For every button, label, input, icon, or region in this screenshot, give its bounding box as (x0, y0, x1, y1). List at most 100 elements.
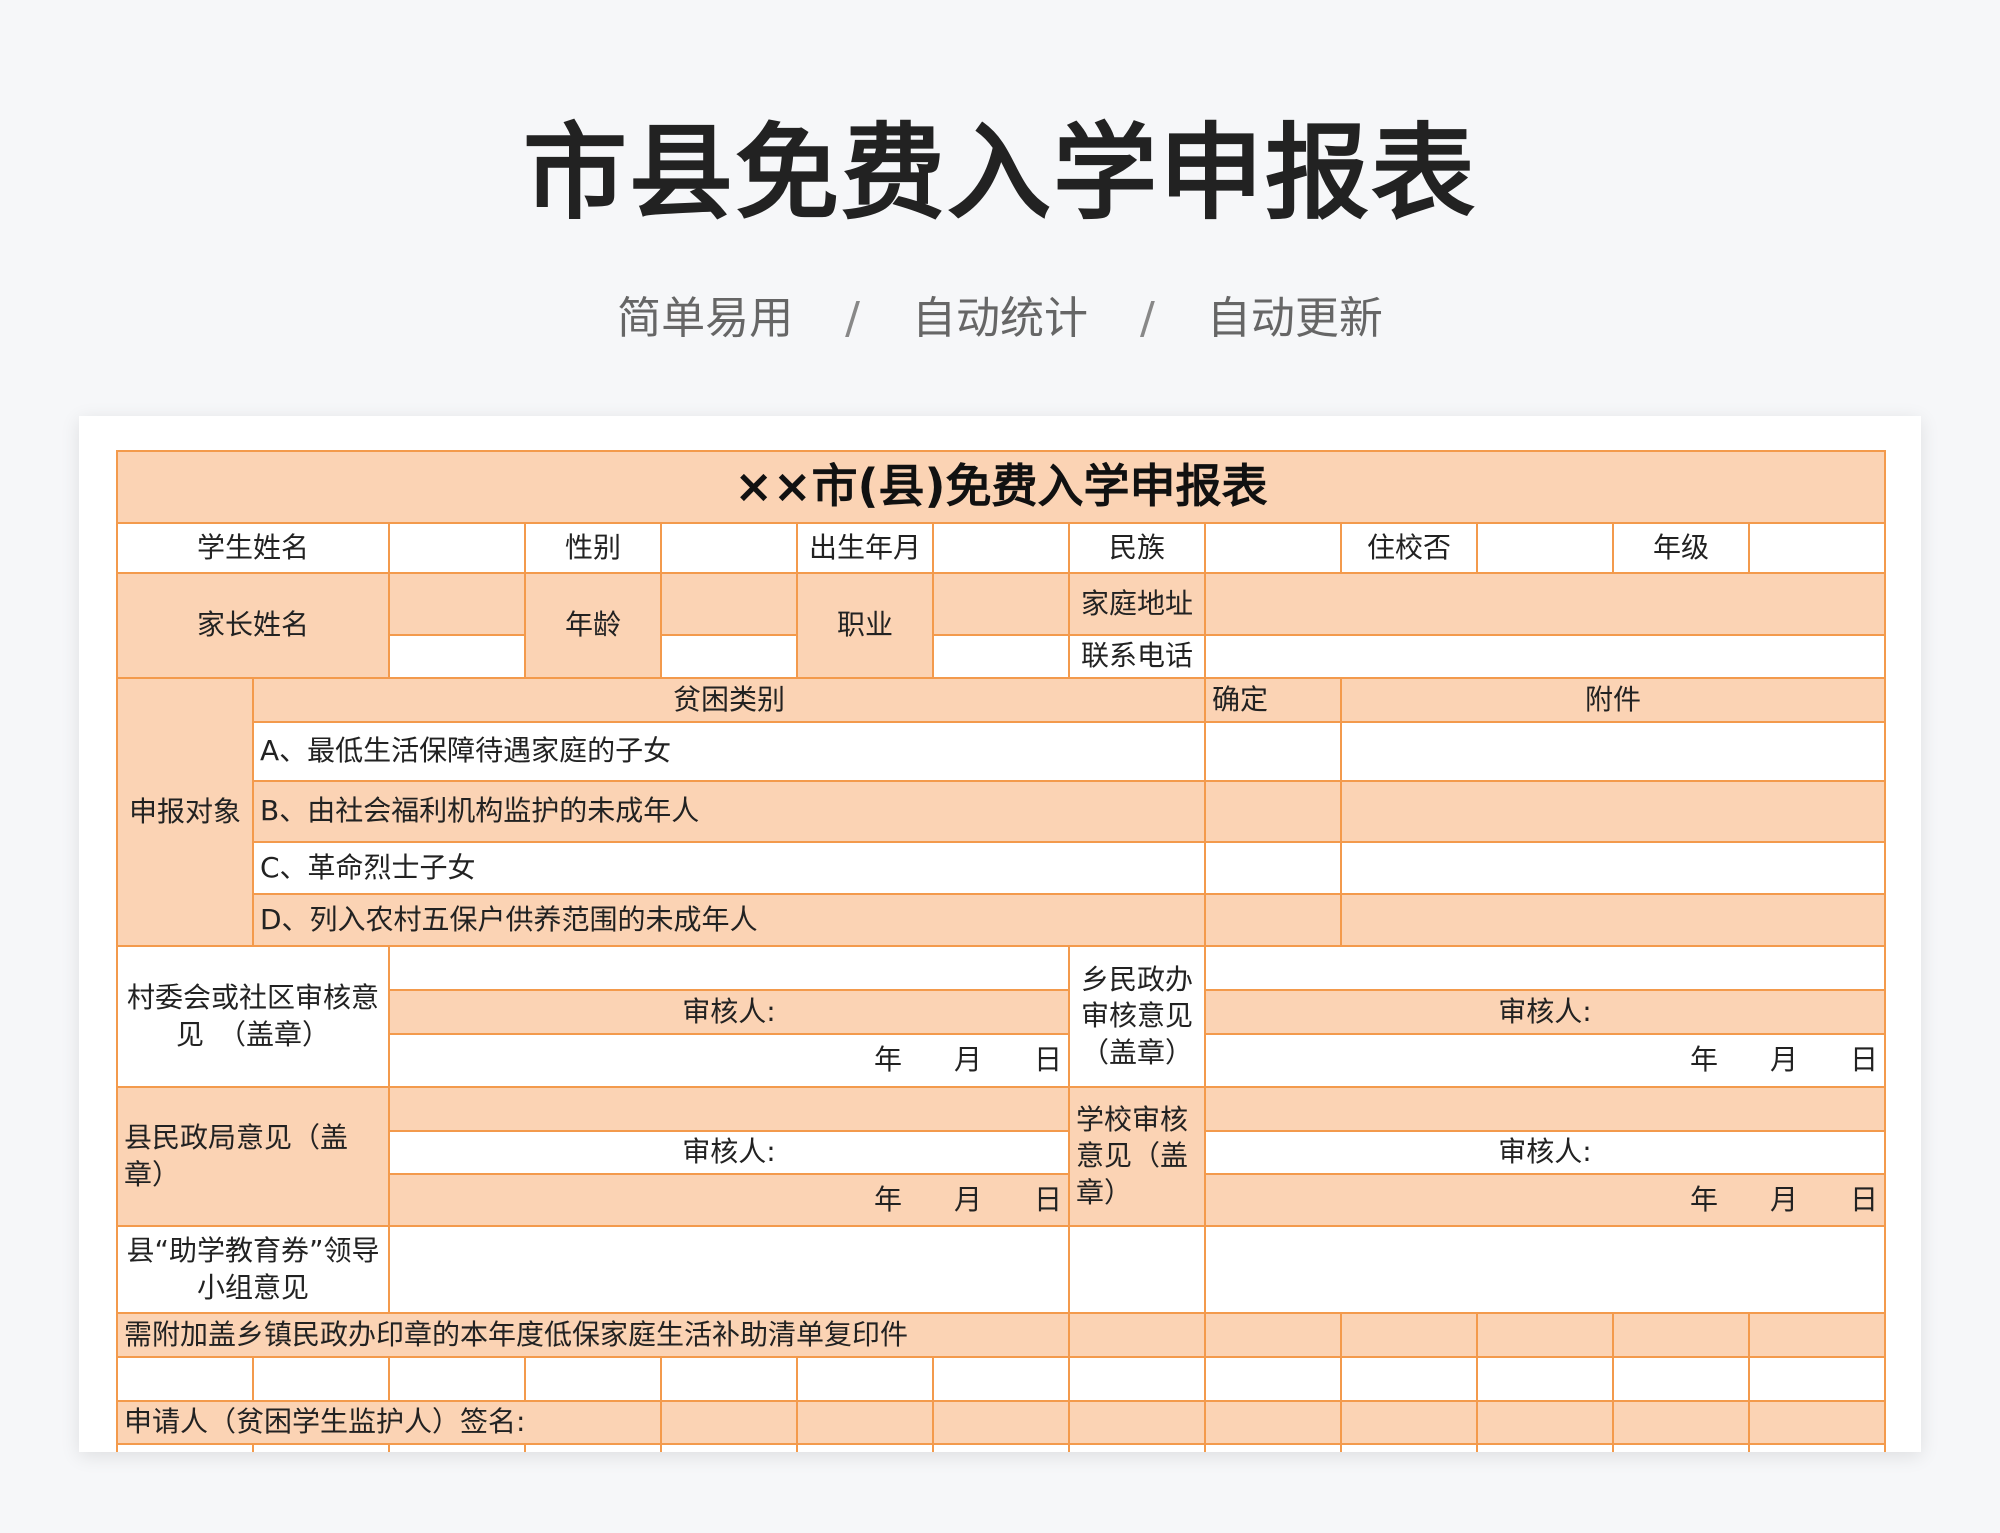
input-cell[interactable] (1206, 947, 1884, 989)
input-cell[interactable] (934, 1445, 1068, 1452)
input-cell[interactable] (1070, 1445, 1204, 1452)
input-cell[interactable] (1206, 1088, 1884, 1130)
input-cell[interactable] (1614, 1402, 1748, 1443)
input-cell[interactable] (526, 1445, 660, 1452)
input-cell[interactable] (1478, 524, 1612, 572)
input-cell[interactable] (390, 1088, 1068, 1130)
input-cell[interactable] (662, 524, 796, 572)
input-cell[interactable] (390, 1227, 1068, 1312)
input-cell[interactable] (1750, 1314, 1884, 1356)
input-cell[interactable] (934, 524, 1068, 572)
field-label: 学校审核意见（盖章） (1070, 1088, 1204, 1225)
input-cell[interactable] (1750, 1358, 1884, 1400)
signature-field[interactable]: 申请人（贫困学生监护人）签名: (118, 1402, 660, 1443)
field-label: 县民政局意见（盖章） (118, 1088, 388, 1225)
input-cell[interactable] (1478, 1358, 1612, 1400)
input-cell[interactable] (1478, 1402, 1612, 1443)
input-cell[interactable] (662, 636, 796, 677)
category-item: D、列入农村五保户供养范围的未成年人 (254, 895, 1204, 945)
confirm-cell[interactable] (1206, 782, 1340, 841)
input-cell[interactable] (1070, 1358, 1204, 1400)
column-header: 确定 (1206, 679, 1340, 721)
confirm-cell[interactable] (1206, 723, 1340, 780)
field-label: 职业 (798, 574, 932, 677)
date-field[interactable]: 年月日 (390, 1175, 1068, 1225)
form-card: ××市(县)免费入学申报表 学生姓名 性别 出生年月 民族 住校否 年级 家长姓名 年龄 职业 家庭… (79, 416, 1921, 1452)
date-year-label: 年 (873, 1182, 902, 1216)
input-cell[interactable] (798, 1358, 932, 1400)
date-day-label: 日 (1849, 1182, 1878, 1216)
input-cell[interactable] (934, 574, 1068, 634)
date-day-label: 日 (1033, 1182, 1062, 1216)
input-cell[interactable] (118, 1358, 252, 1400)
reviewer-field[interactable]: 审核人: (1206, 1132, 1884, 1173)
input-cell[interactable] (662, 1445, 796, 1452)
input-cell[interactable] (798, 1445, 932, 1452)
category-item: B、由社会福利机构监护的未成年人 (254, 782, 1204, 841)
input-cell[interactable] (1750, 524, 1884, 572)
input-cell[interactable] (1478, 1314, 1612, 1356)
reviewer-field[interactable]: 审核人: (1206, 991, 1884, 1033)
input-cell[interactable] (1206, 1358, 1340, 1400)
date-month-label: 月 (953, 1043, 982, 1077)
input-cell[interactable] (390, 947, 1068, 989)
input-cell[interactable] (934, 1358, 1068, 1400)
date-field[interactable]: 年月日 (1206, 1035, 1884, 1086)
attachment-cell[interactable] (1342, 723, 1884, 780)
input-cell[interactable] (1206, 1445, 1340, 1452)
input-cell[interactable] (1478, 1445, 1612, 1452)
field-label: 年级 (1614, 524, 1748, 572)
input-cell[interactable] (1614, 1445, 1748, 1452)
input-cell[interactable] (798, 1402, 932, 1443)
input-cell[interactable] (934, 1402, 1068, 1443)
input-cell[interactable] (1750, 1402, 1884, 1443)
field-label: 联系电话 (1070, 636, 1204, 677)
attachment-cell[interactable] (1342, 843, 1884, 893)
input-cell[interactable] (390, 574, 524, 634)
input-cell[interactable] (1342, 1402, 1476, 1443)
input-cell[interactable] (662, 1358, 796, 1400)
input-cell[interactable] (526, 1358, 660, 1400)
date-year-label: 年 (1689, 1182, 1718, 1216)
input-cell[interactable] (254, 1445, 388, 1452)
input-cell[interactable] (390, 1445, 524, 1452)
field-label: 家庭地址 (1070, 574, 1204, 634)
input-cell[interactable] (390, 636, 524, 677)
attachment-cell[interactable] (1342, 895, 1884, 945)
tag: 简单易用 (617, 293, 794, 344)
input-cell[interactable] (934, 636, 1068, 677)
input-cell[interactable] (1750, 1445, 1884, 1452)
input-cell[interactable] (1070, 1402, 1204, 1443)
tag: 自动统计 (912, 293, 1088, 344)
reviewer-field[interactable]: 审核人: (390, 1132, 1068, 1173)
input-cell[interactable] (1070, 1227, 1204, 1312)
input-cell[interactable] (1342, 1314, 1476, 1356)
input-cell[interactable] (118, 1445, 252, 1452)
date-field[interactable]: 年月日 (1206, 1175, 1884, 1225)
confirm-cell[interactable] (1206, 895, 1340, 945)
input-cell[interactable] (662, 574, 796, 634)
input-cell[interactable] (1206, 524, 1340, 572)
date-field[interactable]: 年月日 (390, 1035, 1068, 1086)
confirm-cell[interactable] (1206, 843, 1340, 893)
input-cell[interactable] (1342, 1358, 1476, 1400)
field-label: 申报对象 (118, 679, 252, 945)
input-cell[interactable] (1342, 1445, 1476, 1452)
input-cell[interactable] (1206, 1402, 1340, 1443)
input-cell[interactable] (1614, 1358, 1748, 1400)
input-cell[interactable] (390, 524, 524, 572)
attachment-cell[interactable] (1342, 782, 1884, 841)
field-label: 出生年月 (798, 524, 932, 572)
input-cell[interactable] (1206, 1227, 1884, 1312)
input-cell[interactable] (662, 1402, 796, 1443)
input-cell[interactable] (1206, 574, 1884, 634)
input-cell[interactable] (254, 1358, 388, 1400)
attachment-note: 需附加盖乡镇民政办印章的本年度低保家庭生活补助清单复印件 (118, 1314, 1068, 1356)
input-cell[interactable] (1206, 1314, 1340, 1356)
reviewer-field[interactable]: 审核人: (390, 991, 1068, 1033)
input-cell[interactable] (1070, 1314, 1204, 1356)
input-cell[interactable] (1614, 1314, 1748, 1356)
date-day-label: 日 (1849, 1043, 1878, 1077)
input-cell[interactable] (1206, 636, 1884, 677)
input-cell[interactable] (390, 1358, 524, 1400)
